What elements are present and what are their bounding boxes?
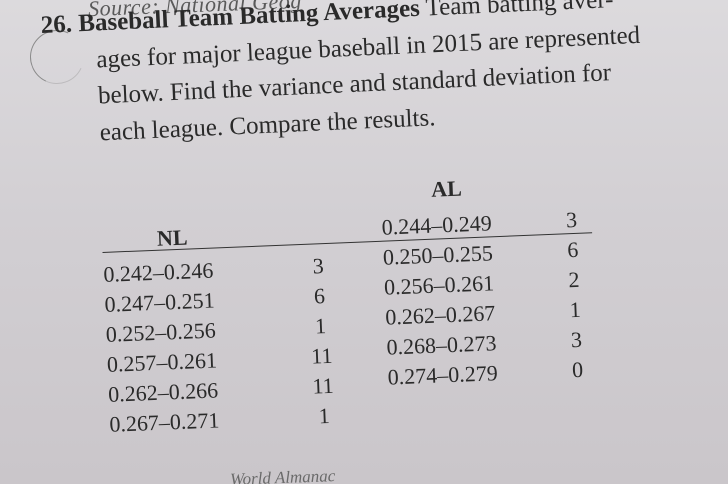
nl-class-cell: 0.262–0.266 (107, 377, 219, 407)
nl-class-column: 0.242–0.246 0.247–0.251 0.252–0.256 0.25… (103, 256, 220, 440)
nl-frequency-cell: 6 (313, 283, 326, 309)
al-class-column: 0.244–0.249 0.250–0.255 0.256–0.261 0.26… (381, 208, 498, 392)
al-class-cell: 0.244–0.249 (381, 210, 493, 240)
al-frequency-cell: 3 (570, 326, 583, 353)
nl-frequency-cell: 1 (314, 313, 327, 339)
al-frequency-cell: 1 (569, 296, 582, 323)
frequency-table: AL NL 0.242–0.246 0.247–0.251 0.252–0.25… (100, 170, 611, 480)
nl-frequency-cell: 11 (310, 342, 333, 369)
nl-class-cell: 0.242–0.246 (102, 257, 214, 287)
al-frequency-cell: 2 (567, 266, 580, 293)
nl-class-cell: 0.257–0.261 (106, 347, 218, 377)
problem-number: 26. (40, 10, 73, 39)
footer-citation: World Almanac (229, 466, 336, 484)
al-class-cell: 0.250–0.255 (382, 240, 494, 270)
nl-frequency-cell: 1 (318, 402, 331, 429)
al-frequency-cell: 6 (566, 236, 579, 263)
al-frequency-cell: 0 (571, 356, 584, 383)
nl-frequency-cell: 11 (311, 372, 335, 399)
al-class-cell: 0.262–0.267 (384, 300, 496, 330)
problem-text-1: Team batting aver- (425, 0, 615, 22)
nl-frequency-cell: 3 (312, 253, 325, 279)
al-class-cell: 0.274–0.279 (387, 360, 499, 390)
al-header: AL (430, 175, 463, 202)
nl-header: NL (156, 224, 189, 251)
al-class-cell: 0.256–0.261 (383, 270, 495, 300)
al-frequency-cell: 3 (565, 206, 578, 233)
al-class-cell: 0.268–0.273 (386, 330, 497, 360)
nl-class-cell: 0.267–0.271 (108, 407, 220, 437)
problem-26: 26. Baseball Team Batting Averages Team … (40, 0, 696, 154)
nl-class-cell: 0.247–0.251 (104, 287, 216, 317)
nl-class-cell: 0.252–0.256 (105, 317, 217, 347)
nl-frequency-column: 3 6 1 11 11 1 (303, 251, 340, 432)
